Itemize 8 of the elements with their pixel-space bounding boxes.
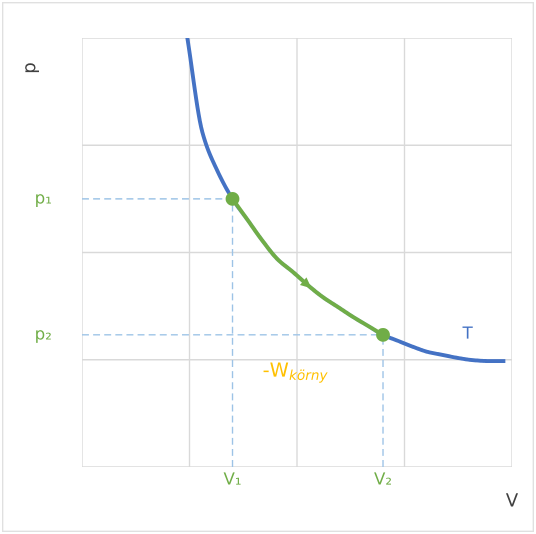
x-tick-label: V₁ [224, 472, 241, 485]
x-tick-label: V₂ [374, 472, 392, 485]
annotation: -W$_{körny}$ [264, 362, 328, 383]
x-axis-title: V [506, 493, 518, 506]
ref-line-label: p₁ [36, 194, 51, 207]
annotation: T [462, 326, 473, 339]
y-axis-title: p [25, 63, 39, 72]
ref-line-label: p₂ [36, 330, 51, 343]
